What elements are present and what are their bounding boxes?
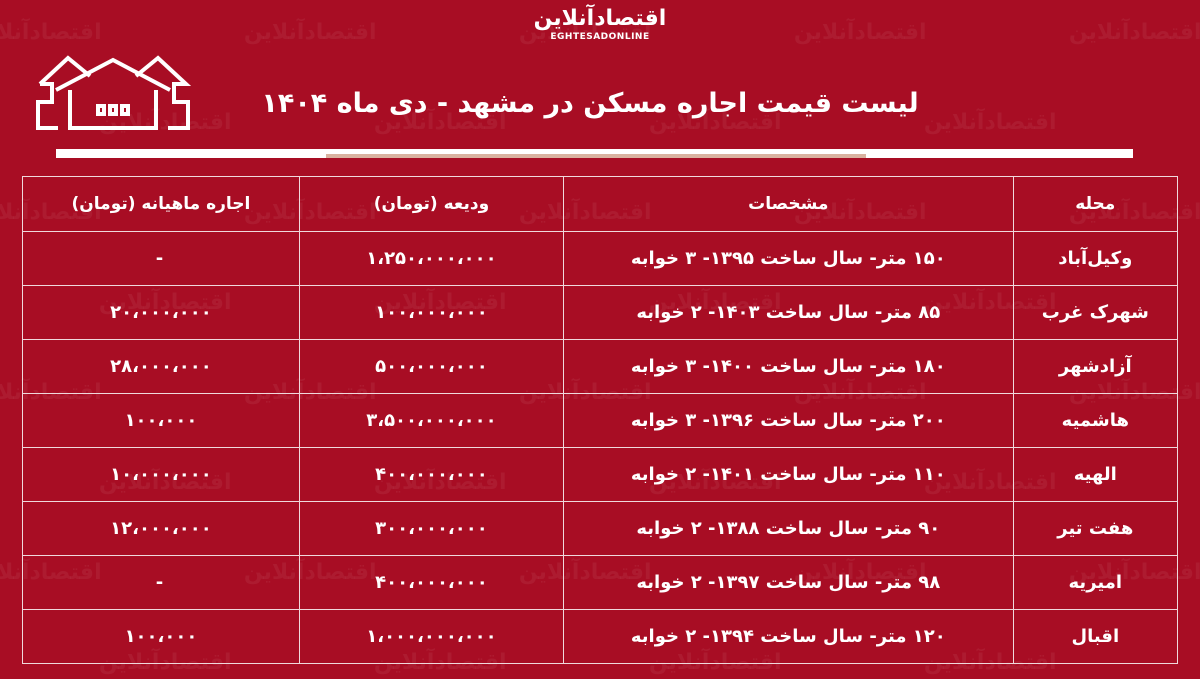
- cell-rent: ۱۰۰،۰۰۰: [22, 393, 300, 448]
- cell-deposit: ۴۰۰،۰۰۰،۰۰۰: [298, 555, 565, 610]
- header-rent: اجاره ماهیانه (تومان): [22, 176, 300, 232]
- cell-rent: -: [22, 231, 300, 286]
- cell-rent: ۲۸،۰۰۰،۰۰۰: [22, 339, 300, 394]
- cell-rent: ۱۲،۰۰۰،۰۰۰: [22, 501, 300, 556]
- watermark-text: اقتصادآنلاین: [0, 20, 102, 45]
- cell-rent: ۱۰،۰۰۰،۰۰۰: [22, 447, 300, 502]
- cell-deposit: ۱،۰۰۰،۰۰۰،۰۰۰: [298, 609, 565, 664]
- cell-specs: ۱۵۰ متر- سال ساخت ۱۳۹۵- ۳ خوابه: [563, 231, 1014, 286]
- cell-specs: ۹۰ متر- سال ساخت ۱۳۸۸- ۲ خوابه: [563, 501, 1014, 556]
- houses-icon: [36, 55, 192, 130]
- watermark-text: اقتصادآنلاین: [1068, 20, 1200, 45]
- cell-area: شهرک غرب: [1012, 285, 1179, 340]
- header-specs: مشخصات: [563, 176, 1014, 232]
- cell-area: آزادشهر: [1012, 339, 1179, 394]
- cell-area: وکیل‌آباد: [1012, 231, 1179, 286]
- title-underline-accent: [326, 154, 866, 158]
- table-row: اقبال ۱۲۰ متر- سال ساخت ۱۳۹۴- ۲ خوابه ۱،۰۰…: [22, 609, 1179, 664]
- cell-area: الهیه: [1012, 447, 1179, 502]
- cell-deposit: ۱،۲۵۰،۰۰۰،۰۰۰: [298, 231, 565, 286]
- cell-deposit: ۵۰۰،۰۰۰،۰۰۰: [298, 339, 565, 394]
- cell-deposit: ۱۰۰،۰۰۰،۰۰۰: [298, 285, 565, 340]
- title-underline: [56, 149, 1133, 158]
- table-row: وکیل‌آباد ۱۵۰ متر- سال ساخت ۱۳۹۵- ۳ خوابه…: [22, 231, 1179, 286]
- watermark-text: اقتصادآنلاین: [243, 20, 377, 45]
- rent-price-table: محله مشخصات ودیعه (تومان) اجاره ماهیانه …: [22, 176, 1179, 664]
- cell-deposit: ۳۰۰،۰۰۰،۰۰۰: [298, 501, 565, 556]
- brand-logo: اقتصادآنلاین EGHTESADONLINE: [505, 6, 695, 50]
- logo-text-fa: اقتصادآنلاین: [533, 6, 667, 31]
- table-row: هاشمیه ۲۰۰ متر- سال ساخت ۱۳۹۶- ۳ خوابه ۳،۵…: [22, 393, 1179, 448]
- header-deposit: ودیعه (تومان): [298, 176, 565, 232]
- cell-area: امیریه: [1012, 555, 1179, 610]
- cell-rent: ۲۰،۰۰۰،۰۰۰: [22, 285, 300, 340]
- cell-specs: ۸۵ متر- سال ساخت ۱۴۰۳- ۲ خوابه: [563, 285, 1014, 340]
- cell-specs: ۱۸۰ متر- سال ساخت ۱۴۰۰- ۳ خوابه: [563, 339, 1014, 394]
- cell-specs: ۱۲۰ متر- سال ساخت ۱۳۹۴- ۲ خوابه: [563, 609, 1014, 664]
- table-row: هفت تیر ۹۰ متر- سال ساخت ۱۳۸۸- ۲ خوابه ۳۰۰…: [22, 501, 1179, 556]
- cell-specs: ۱۱۰ متر- سال ساخت ۱۴۰۱- ۲ خوابه: [563, 447, 1014, 502]
- cell-specs: ۹۸ متر- سال ساخت ۱۳۹۷- ۲ خوابه: [563, 555, 1014, 610]
- table-row: آزادشهر ۱۸۰ متر- سال ساخت ۱۴۰۰- ۳ خوابه ۵۰…: [22, 339, 1179, 394]
- watermark-text: اقتصادآنلاین: [793, 20, 927, 45]
- cell-specs: ۲۰۰ متر- سال ساخت ۱۳۹۶- ۳ خوابه: [563, 393, 1014, 448]
- table-row: الهیه ۱۱۰ متر- سال ساخت ۱۴۰۱- ۲ خوابه ۴۰۰،…: [22, 447, 1179, 502]
- cell-area: اقبال: [1012, 609, 1179, 664]
- cell-rent: -: [22, 555, 300, 610]
- page-title: لیست قیمت اجاره مسکن در مشهد - دی ماه ۱۴…: [261, 88, 919, 119]
- logo-text-en: EGHTESADONLINE: [550, 32, 650, 42]
- cell-area: هفت تیر: [1012, 501, 1179, 556]
- table-row: شهرک غرب ۸۵ متر- سال ساخت ۱۴۰۳- ۲ خوابه ۱۰…: [22, 285, 1179, 340]
- cell-deposit: ۴۰۰،۰۰۰،۰۰۰: [298, 447, 565, 502]
- table-header-row: محله مشخصات ودیعه (تومان) اجاره ماهیانه …: [22, 176, 1179, 232]
- cell-deposit: ۳،۵۰۰،۰۰۰،۰۰۰: [298, 393, 565, 448]
- header-area: محله: [1012, 176, 1179, 232]
- cell-rent: ۱۰۰،۰۰۰: [22, 609, 300, 664]
- cell-area: هاشمیه: [1012, 393, 1179, 448]
- table-row: امیریه ۹۸ متر- سال ساخت ۱۳۹۷- ۲ خوابه ۴۰۰،…: [22, 555, 1179, 610]
